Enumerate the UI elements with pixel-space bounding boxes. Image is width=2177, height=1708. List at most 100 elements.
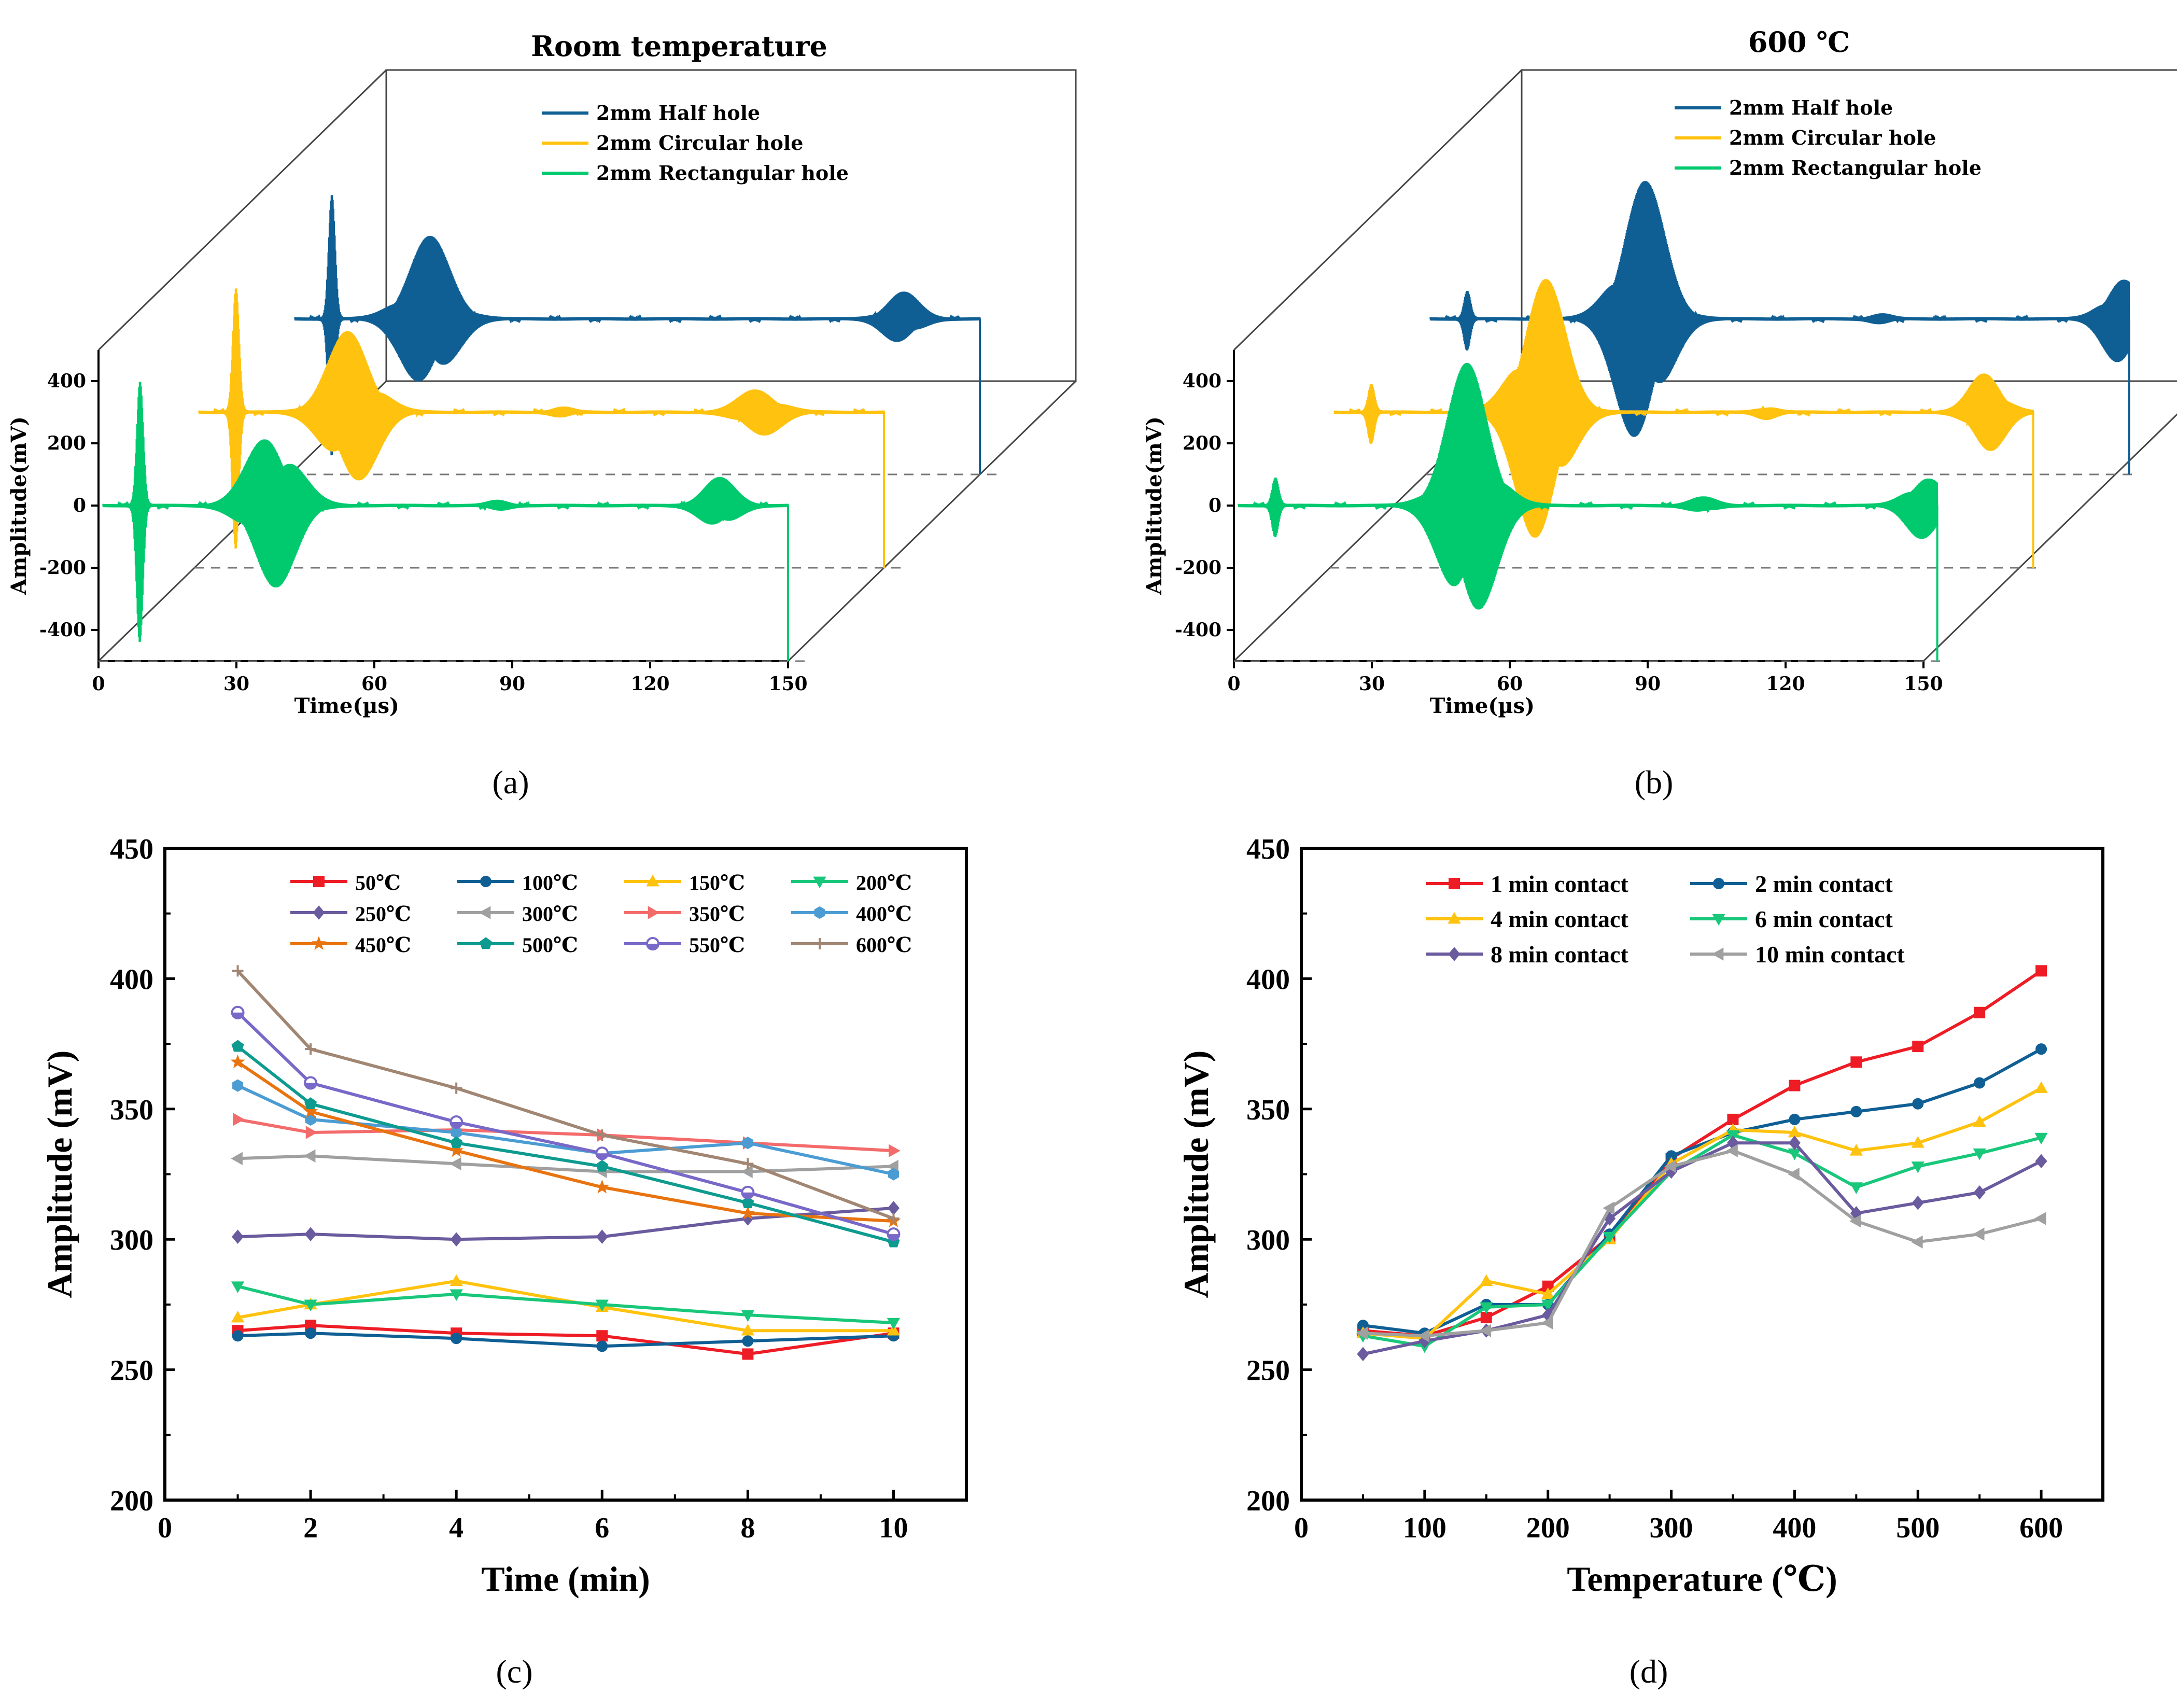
data-point xyxy=(1789,1080,1801,1091)
data-point xyxy=(1356,1326,1368,1340)
y-axis-label: Amplitude(mV) xyxy=(7,416,31,595)
data-point xyxy=(1849,1144,1863,1156)
data-point xyxy=(889,1144,901,1157)
data-point xyxy=(304,1097,317,1109)
legend-label: 150℃ xyxy=(689,871,745,894)
x-tick-label: 120 xyxy=(630,673,669,695)
waveform-2mm-circular-hole xyxy=(198,288,885,549)
chart-title: Room temperature xyxy=(531,30,827,63)
data-point xyxy=(1972,1227,1985,1241)
legend-marker xyxy=(813,876,826,889)
data-point-fill xyxy=(451,1122,462,1128)
series-line xyxy=(236,1045,894,1244)
x-tick-label: 0 xyxy=(1227,673,1240,695)
x-tick-label: 600 xyxy=(2019,1512,2063,1544)
data-point xyxy=(887,1227,901,1241)
data-point xyxy=(596,1129,608,1141)
data-point xyxy=(1726,1144,1738,1157)
y-tick-label: 300 xyxy=(110,1224,153,1256)
legend-label: 2mm Rectangular hole xyxy=(1729,156,1982,179)
legend-label: 2mm Half hole xyxy=(596,101,760,124)
data-point xyxy=(1479,1324,1492,1337)
y-tick-label: 200 xyxy=(110,1485,153,1517)
series-500- xyxy=(231,1040,900,1248)
legend-label: 4 min contact xyxy=(1491,906,1628,932)
legend-marker xyxy=(313,876,325,887)
legend-label: 500℃ xyxy=(522,933,578,957)
data-point xyxy=(741,1323,755,1336)
data-point xyxy=(1788,1167,1800,1181)
data-point xyxy=(231,1152,243,1165)
waveform-2mm-rectangular-hole xyxy=(102,382,789,642)
series-line xyxy=(237,1284,894,1325)
series-200- xyxy=(231,1281,901,1330)
legend-label: 200℃ xyxy=(856,871,912,894)
x-tick-label: 30 xyxy=(223,673,249,695)
data-point xyxy=(741,1310,755,1322)
legend-marker xyxy=(646,937,659,950)
data-point xyxy=(1357,1347,1369,1362)
series-line xyxy=(237,1084,894,1176)
data-point xyxy=(2034,1212,2046,1225)
data-point xyxy=(232,965,244,977)
data-point xyxy=(742,1158,754,1170)
data-point xyxy=(305,1327,317,1339)
data-point xyxy=(2035,965,2047,977)
data-point xyxy=(1541,1287,1555,1299)
x-tick-label: 150 xyxy=(768,673,807,695)
x-axis-label: Time(µs) xyxy=(1430,694,1535,718)
x-tick-label: 100 xyxy=(1403,1512,1446,1544)
data-point xyxy=(1850,1206,1862,1221)
y-axis-label: Amplitude (mV) xyxy=(40,1051,79,1298)
data-point xyxy=(303,1103,318,1118)
y-tick-label: 0 xyxy=(1209,495,1221,516)
y-tick-label: 450 xyxy=(1246,833,1290,865)
series-100- xyxy=(232,1327,900,1352)
data-point-fill xyxy=(888,1234,900,1240)
data-point xyxy=(230,1054,245,1069)
data-point xyxy=(450,1232,462,1247)
x-tick-label: 90 xyxy=(499,673,525,695)
y-tick-label: 350 xyxy=(110,1094,153,1126)
data-point xyxy=(1912,1098,1924,1110)
waveform-2mm-rectangular-hole xyxy=(1238,362,1939,610)
data-point xyxy=(303,1149,316,1163)
data-point xyxy=(1788,1136,1801,1150)
legend-marker xyxy=(1448,947,1460,961)
legend-marker xyxy=(1713,878,1724,889)
series-line xyxy=(1363,969,2042,1338)
data-point xyxy=(595,1179,610,1194)
data-point xyxy=(1973,1185,1986,1200)
data-point xyxy=(305,1043,317,1055)
legend-marker xyxy=(479,906,491,919)
x-tick-label: 4 xyxy=(449,1512,464,1544)
data-point xyxy=(305,1320,317,1332)
data-point-fill xyxy=(232,1012,244,1018)
edge-top-left xyxy=(97,69,387,351)
panel-a-waterfall-room-temperature: 400 200 0 -200 -400 0 30 60 90 120 150 Time(µs) Ampl… xyxy=(7,30,1077,801)
legend-label: 400℃ xyxy=(856,902,912,926)
legend-label: 1 min contact xyxy=(1491,871,1628,897)
legend-marker xyxy=(1712,914,1725,926)
data-point xyxy=(1603,1201,1614,1215)
data-point xyxy=(595,1146,609,1160)
data-point xyxy=(231,1040,244,1052)
data-point xyxy=(1850,1056,1862,1068)
x-tick-label: 0 xyxy=(158,1512,172,1544)
data-point-fill xyxy=(305,1083,317,1089)
series-line xyxy=(1363,1086,2042,1340)
series-550- xyxy=(231,1005,901,1241)
y-tick-label: 200 xyxy=(1183,432,1221,454)
legend-label: 2 min contact xyxy=(1755,871,1893,897)
data-point xyxy=(1911,1161,1925,1173)
data-point xyxy=(231,1005,245,1019)
data-point xyxy=(1665,1150,1677,1162)
legend-label: 250℃ xyxy=(355,902,411,926)
x-tick-label: 6 xyxy=(595,1512,609,1544)
panel-caption: (b) xyxy=(1635,764,1674,801)
data-point xyxy=(304,1076,318,1090)
series-line xyxy=(237,1324,894,1356)
data-point xyxy=(233,1113,245,1126)
data-point xyxy=(1912,1196,1924,1210)
series-line xyxy=(237,1206,894,1241)
